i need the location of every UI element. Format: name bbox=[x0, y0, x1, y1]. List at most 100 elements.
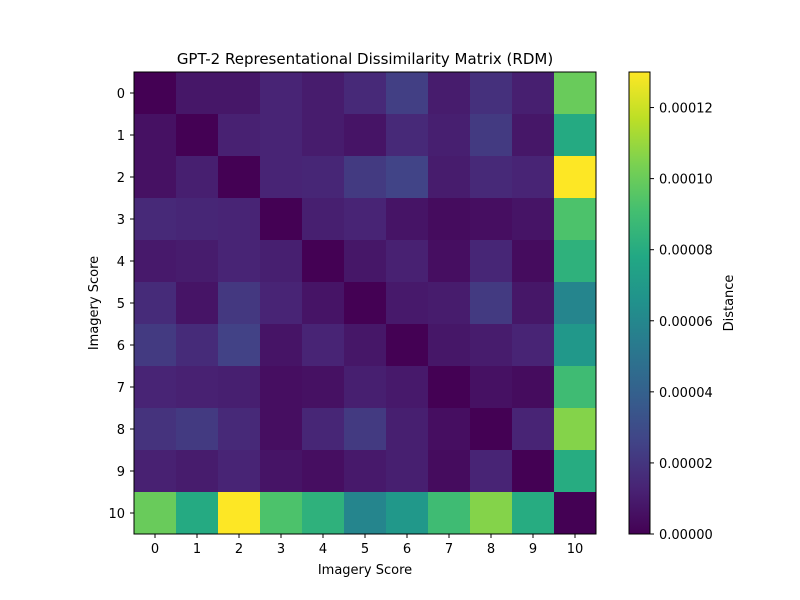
heatmap-cell bbox=[386, 114, 429, 157]
colorbar bbox=[628, 71, 651, 535]
heatmap-cell bbox=[218, 408, 261, 451]
heatmap-cell bbox=[344, 450, 387, 493]
heatmap-cell bbox=[260, 72, 303, 115]
heatmap-cell bbox=[428, 408, 471, 451]
heatmap-cell bbox=[302, 366, 345, 409]
heatmap-cell bbox=[344, 366, 387, 409]
heatmap-cell bbox=[134, 156, 177, 199]
heatmap-cell bbox=[176, 492, 219, 535]
heatmap-cell bbox=[344, 240, 387, 283]
heatmap-cell bbox=[218, 366, 261, 409]
colorbar-tick-label: 0.00000 bbox=[659, 528, 713, 543]
heatmap-cell bbox=[218, 72, 261, 115]
heatmap-cell bbox=[512, 198, 555, 241]
heatmap-cell bbox=[176, 324, 219, 367]
heatmap-cell bbox=[512, 282, 555, 325]
heatmap-cell bbox=[386, 492, 429, 535]
heatmap-cell bbox=[134, 324, 177, 367]
heatmap-cell bbox=[218, 240, 261, 283]
heatmap-cell bbox=[344, 72, 387, 115]
y-tick-label: 10 bbox=[108, 507, 125, 522]
x-tick-label: 0 bbox=[151, 542, 159, 557]
heatmap-cell bbox=[428, 366, 471, 409]
colorbar-tick-label: 0.00010 bbox=[659, 173, 713, 188]
heatmap-cell bbox=[512, 156, 555, 199]
heatmap-cell bbox=[428, 240, 471, 283]
heatmap-cell bbox=[512, 72, 555, 115]
heatmap-cell bbox=[302, 156, 345, 199]
heatmap-cell bbox=[302, 240, 345, 283]
x-tick-label: 8 bbox=[487, 542, 495, 557]
heatmap-cell bbox=[428, 450, 471, 493]
heatmap-cell bbox=[134, 408, 177, 451]
x-tick-label: 9 bbox=[529, 542, 537, 557]
heatmap-cell bbox=[176, 72, 219, 115]
y-tick-label: 2 bbox=[117, 171, 125, 186]
y-tick-label: 3 bbox=[117, 213, 125, 228]
heatmap-cell bbox=[176, 282, 219, 325]
heatmap-cell bbox=[428, 114, 471, 157]
heatmap-cell bbox=[344, 324, 387, 367]
heatmap-cell bbox=[386, 324, 429, 367]
heatmap-cell bbox=[134, 366, 177, 409]
heatmap-cell bbox=[344, 114, 387, 157]
x-tick-label: 10 bbox=[567, 542, 584, 557]
heatmap-cell bbox=[428, 198, 471, 241]
x-tick-label: 6 bbox=[403, 542, 411, 557]
heatmap-cell bbox=[554, 114, 597, 157]
heatmap-cell bbox=[470, 114, 513, 157]
heatmap-cell bbox=[554, 492, 597, 535]
heatmap-cell bbox=[554, 156, 597, 199]
heatmap-cell bbox=[470, 156, 513, 199]
heatmap-cell bbox=[554, 324, 597, 367]
heatmap-cell bbox=[512, 366, 555, 409]
heatmap-cell bbox=[512, 240, 555, 283]
heatmap-cell bbox=[260, 282, 303, 325]
colorbar-tick-label: 0.00002 bbox=[659, 457, 713, 472]
heatmap-cell bbox=[386, 72, 429, 115]
heatmap-cell bbox=[344, 156, 387, 199]
heatmap-cell bbox=[134, 240, 177, 283]
heatmap-cell bbox=[218, 114, 261, 157]
heatmap-cell bbox=[470, 408, 513, 451]
heatmap-cell bbox=[176, 450, 219, 493]
colorbar-tick-label: 0.00006 bbox=[659, 315, 713, 330]
heatmap-cell bbox=[512, 492, 555, 535]
y-tick-label: 7 bbox=[117, 381, 125, 396]
heatmap-cell bbox=[176, 114, 219, 157]
x-tick-label: 2 bbox=[235, 542, 243, 557]
y-axis-label: Imagery Score bbox=[87, 256, 102, 350]
heatmap-cell bbox=[218, 324, 261, 367]
heatmap-cell bbox=[386, 156, 429, 199]
x-tick-label: 7 bbox=[445, 542, 453, 557]
heatmap-cell bbox=[386, 198, 429, 241]
heatmap-cell bbox=[134, 492, 177, 535]
heatmap-cell bbox=[218, 198, 261, 241]
y-tick-label: 1 bbox=[117, 129, 125, 144]
heatmap-cell bbox=[470, 282, 513, 325]
heatmap-cell bbox=[470, 324, 513, 367]
x-tick-label: 3 bbox=[277, 542, 285, 557]
heatmap-cell bbox=[260, 408, 303, 451]
heatmap-cell bbox=[344, 492, 387, 535]
heatmap-cell bbox=[554, 366, 597, 409]
heatmap-cell bbox=[302, 114, 345, 157]
x-axis-label: Imagery Score bbox=[318, 563, 412, 578]
heatmap-cells bbox=[134, 72, 597, 535]
colorbar-tick-label: 0.00012 bbox=[659, 102, 713, 117]
heatmap-cell bbox=[512, 450, 555, 493]
y-tick-label: 6 bbox=[117, 339, 125, 354]
heatmap-cell bbox=[134, 198, 177, 241]
heatmap-cell bbox=[302, 72, 345, 115]
y-tick-label: 4 bbox=[117, 255, 125, 270]
x-axis-ticks: 0 1 2 3 4 5 6 7 8 9 10 bbox=[151, 534, 583, 557]
y-tick-label: 0 bbox=[117, 87, 125, 102]
chart-title: GPT-2 Representational Dissimilarity Mat… bbox=[177, 50, 553, 68]
heatmap-cell bbox=[428, 492, 471, 535]
heatmap-cell bbox=[554, 198, 597, 241]
heatmap-cell bbox=[428, 72, 471, 115]
heatmap-cell bbox=[554, 72, 597, 115]
heatmap-cell bbox=[470, 72, 513, 115]
heatmap-cell bbox=[470, 492, 513, 535]
heatmap-cell bbox=[344, 282, 387, 325]
